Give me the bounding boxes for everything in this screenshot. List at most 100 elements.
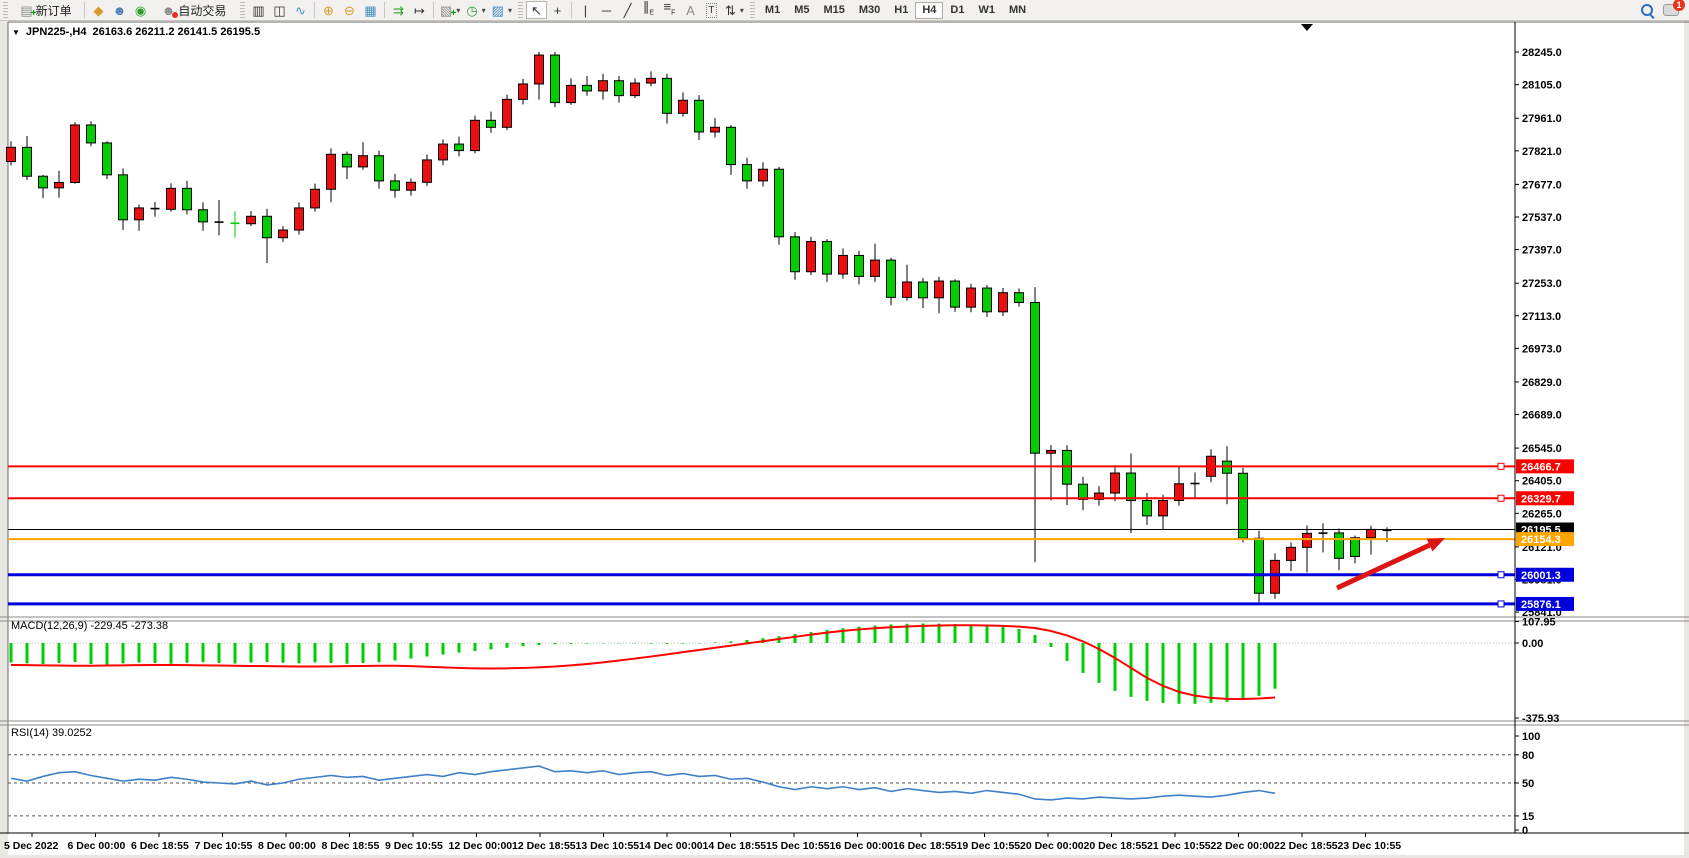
separator [570, 2, 572, 18]
macd-indicator-label: MACD(12,26,9) -229.45 -273.38 [11, 620, 169, 632]
line-handle[interactable] [1497, 600, 1505, 608]
market-watch-button[interactable]: ◆ [88, 1, 109, 19]
candle [438, 139, 448, 166]
separator [433, 2, 434, 18]
price-tick-label: 28105.0 [1522, 80, 1562, 92]
notification-badge: 1 [1673, 0, 1685, 11]
chart-shift-marker[interactable] [1301, 24, 1313, 31]
text-label-button[interactable]: T [701, 1, 722, 19]
new-order-label: 新订单 [35, 3, 72, 18]
bar-chart-button[interactable]: ▥ [248, 1, 269, 19]
separator [384, 2, 385, 18]
candlestick-chart-button[interactable]: ◫ [269, 1, 290, 19]
tile-windows-button[interactable]: ▦ [360, 1, 381, 19]
price-tick-label: 27821.0 [1522, 146, 1562, 158]
price-line-badge [1516, 491, 1574, 506]
arrows-button[interactable]: ⇅ ▾ [722, 1, 747, 19]
timeframe-MN[interactable]: MN [1002, 2, 1033, 19]
timeframe-H4[interactable]: H4 [915, 1, 944, 19]
line-handle[interactable] [1497, 571, 1505, 579]
new-chart-button[interactable]: ▧ + ▾ [437, 1, 463, 19]
zoom-out-icon: ⊖ [344, 2, 355, 18]
candle [358, 142, 368, 170]
time-axis-label: 12 Dec 00:00 [449, 840, 513, 852]
price-tick-label: 26829.0 [1522, 377, 1562, 389]
price-chart[interactable]: 28245.0 28105.0 27961.0 27821.0 27677.0 27537… [0, 21, 1689, 858]
candle [614, 76, 624, 103]
candle [742, 157, 752, 189]
crosshair-icon: + [553, 2, 562, 18]
toolbar-grip[interactable] [240, 2, 245, 18]
candle [838, 248, 848, 279]
collapse-icon[interactable]: ▼ [12, 27, 20, 37]
timeframe-H1[interactable]: H1 [887, 2, 915, 19]
vertical-line-button[interactable]: | [575, 1, 596, 19]
line-handle[interactable] [1497, 494, 1505, 502]
bar-chart-icon: ▥ [252, 2, 265, 18]
price-line-badge [1516, 596, 1574, 611]
autotrading-button[interactable]: ☻ 自动交易 [151, 1, 237, 19]
trendline-button[interactable]: ╱ [617, 1, 638, 19]
time-axis-label: 19 Dec 10:55 [957, 840, 1021, 852]
search-icon[interactable] [1641, 4, 1653, 16]
timeframe-M5[interactable]: M5 [787, 2, 816, 19]
candle [1318, 523, 1328, 553]
chart-shift-button[interactable]: ↦ [409, 1, 430, 19]
price-tick-label: 26689.0 [1522, 410, 1562, 422]
trend-arrow[interactable] [1335, 542, 1431, 591]
timeframe-D1[interactable]: D1 [943, 2, 971, 19]
candle [470, 115, 480, 154]
toolbar-right: 1 [1641, 0, 1689, 16]
time-axis-label: 14 Dec 00:00 [639, 840, 703, 852]
text-button[interactable]: A [680, 1, 701, 19]
toolbar-grip[interactable] [749, 2, 755, 18]
toolbar-grip[interactable] [517, 2, 523, 18]
fibonacci-button[interactable]: ≡F [659, 0, 680, 19]
timeframe-M15[interactable]: M15 [816, 2, 851, 19]
rsi-axis-label: 80 [1522, 750, 1534, 762]
auto-scroll-button[interactable]: ⇉ [388, 1, 409, 19]
time-axis-label: 20 Dec 18:55 [1084, 840, 1148, 852]
timeframe-M30[interactable]: M30 [852, 2, 887, 19]
timeframe-W1[interactable]: W1 [971, 2, 1002, 19]
periods-button[interactable]: ◷ ▾ [463, 1, 488, 19]
candle [182, 180, 192, 215]
candle [1030, 287, 1040, 563]
horizontal-line-button[interactable]: ─ [596, 1, 617, 19]
candle [1094, 486, 1104, 506]
templates-button[interactable]: ▨ ▾ [489, 1, 515, 19]
candle [550, 52, 560, 108]
line-chart-button[interactable]: ∿ [290, 1, 311, 19]
time-axis-label: 23 Dec 10:55 [1338, 840, 1402, 852]
time-axis-label: 22 Dec 00:00 [1211, 840, 1275, 852]
macd-signal-line [10, 624, 1276, 701]
chart-symbol-period: JPN225-,H4 [25, 26, 87, 38]
chat-icon[interactable]: 1 [1663, 0, 1685, 16]
signals-button[interactable]: ◉ [130, 1, 151, 19]
channel-button[interactable]: ∥E [638, 0, 659, 19]
candle [854, 250, 864, 285]
timeframe-M1[interactable]: M1 [758, 2, 787, 19]
price-tick-label: 28245.0 [1522, 47, 1562, 59]
candle [982, 285, 992, 317]
time-axis-label: 12 Dec 18:55 [512, 840, 576, 852]
time-axis-label: 5 Dec 2022 [4, 840, 58, 852]
candle [390, 173, 400, 198]
line-handle[interactable] [1497, 462, 1505, 470]
candle [150, 201, 160, 217]
zoom-in-icon: ⊕ [323, 2, 334, 18]
toolbar-grip[interactable] [3, 2, 8, 18]
price-tick-label: 26265.0 [1522, 508, 1562, 520]
macd-axis-label: 107.95 [1522, 616, 1556, 628]
candle [950, 279, 960, 312]
zoom-out-button[interactable]: ⊖ [339, 1, 360, 19]
crosshair-button[interactable]: + [547, 1, 568, 19]
candle [230, 211, 240, 238]
toolbar: ▤ + 新订单 ◆ ☻ ◉ ☻ 自动交易 ▥ ◫ ∿ ⊕ ⊖ ▦ ⇉ ↦ ▧ + ▾ … [0, 0, 1689, 21]
candle [214, 199, 224, 236]
cursor-button[interactable]: ↖ [525, 1, 547, 19]
zoom-in-button[interactable]: ⊕ [318, 1, 339, 19]
profile-button[interactable]: ☻ [109, 1, 130, 19]
new-order-button[interactable]: ▤ + 新订单 [11, 1, 81, 19]
text-label-icon: T [706, 2, 717, 18]
